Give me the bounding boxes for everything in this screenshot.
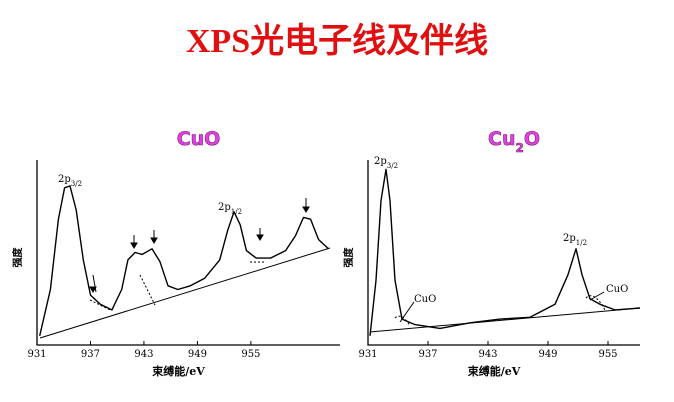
x-tick-label: 955 [241,349,260,360]
x-tick-label: 937 [418,349,437,360]
annotation-sub: 3/2 [71,180,82,188]
x-tick-label: 931 [358,349,377,360]
decorations [39,198,641,339]
annotation: 2p1/2 [218,202,242,216]
slide-title: XPS光电子线及伴线 [186,22,488,60]
chart-title-sub: 2 [515,141,523,155]
x-tick-label: 943 [478,349,497,360]
x-axis-label: 束缚能/eV [468,364,521,378]
axes [367,160,640,346]
annotation: 2p3/2 [374,156,398,170]
chart-title-main: CuO [177,128,221,150]
x-axis-label: 束缚能/eV [152,364,205,378]
x-tick-label: 949 [188,349,207,360]
spectrum-line [39,185,329,336]
y-axis-label: 强度 [342,247,355,268]
x-tick-label: 937 [81,349,100,360]
annotation: 2p1/2 [563,233,587,247]
chart-title: CuO [177,128,221,150]
annotation-main: 2p [374,156,387,167]
annotation-main: 2p [563,233,576,244]
annotation-main: CuO [606,284,628,295]
chart-title-main: Cu [488,128,515,150]
annotation: CuO [414,294,436,305]
spectrum-line [369,168,641,336]
annotation-main: 2p [58,174,71,185]
annotation-sub: 1/2 [231,208,242,216]
y-axis-label: 强度 [11,247,24,268]
annotation-sub: 1/2 [576,239,587,247]
annotation-main: CuO [414,294,436,305]
chart-title-after: O [524,128,540,150]
annotation: 2p3/2 [58,174,82,188]
annotation-sub: 3/2 [387,162,398,170]
x-tick-label: 949 [538,349,557,360]
x-tick-label: 955 [598,349,617,360]
x-tick-label: 931 [27,349,46,360]
x-tick-label: 943 [134,349,153,360]
chart-title: Cu2O [488,128,540,155]
annotation: CuO [606,284,628,295]
annotation-main: 2p [218,202,231,213]
